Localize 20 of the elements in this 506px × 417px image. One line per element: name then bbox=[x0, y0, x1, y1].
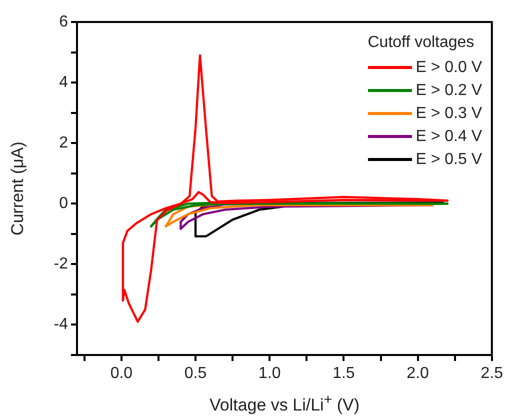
y-tick-label: 4 bbox=[59, 74, 68, 91]
x-tick-label: 1.0 bbox=[258, 365, 281, 382]
legend-label: E > 0.4 V bbox=[416, 128, 482, 146]
y-tick-label: -4 bbox=[54, 316, 68, 334]
legend-label: E > 0.5 V bbox=[416, 150, 482, 168]
legend-label: E > 0.3 V bbox=[416, 104, 482, 122]
x-tick-label: 2.0 bbox=[406, 365, 430, 382]
legend-title: Cutoff voltages bbox=[368, 34, 476, 52]
legend-label: E > 0.2 V bbox=[416, 82, 482, 100]
y-tick-label: 0 bbox=[59, 195, 68, 212]
x-tick-label: 0.5 bbox=[184, 365, 207, 382]
x-tick-label: 2.5 bbox=[480, 365, 504, 382]
y-axis-title: Current (μA) bbox=[8, 142, 27, 236]
x-tick-label: 1.5 bbox=[332, 365, 355, 382]
y-tick-label: 2 bbox=[59, 134, 68, 152]
x-tick-label: 0.0 bbox=[110, 365, 133, 382]
x-axis-title: Voltage vs Li/Li$^{+}$ (V) bbox=[208, 392, 361, 416]
y-tick-label: -2 bbox=[54, 256, 68, 273]
y-tick-label: 6 bbox=[59, 13, 68, 30]
legend-label: E > 0.0 V bbox=[416, 58, 482, 76]
